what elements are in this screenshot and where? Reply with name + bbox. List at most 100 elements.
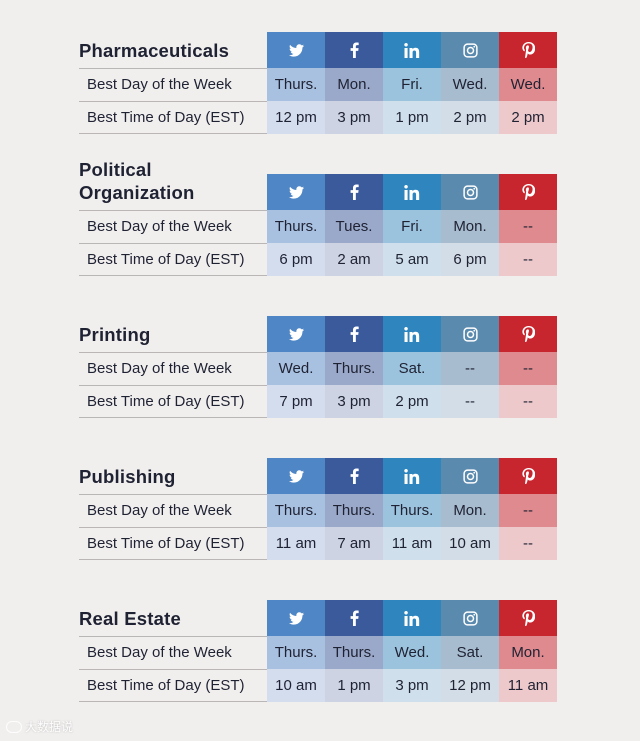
day-cell-facebook: Thurs. xyxy=(325,352,383,385)
instagram-icon xyxy=(441,32,499,68)
time-cell-linkedin: 3 pm xyxy=(383,669,441,702)
section-header-row: Real Estate xyxy=(79,600,559,636)
time-cell-instagram: 6 pm xyxy=(441,243,499,276)
pinterest-icon xyxy=(499,174,557,210)
best-time-row: Best Time of Day (EST) 11 am 7 am 11 am 10 a… xyxy=(79,527,559,560)
facebook-icon xyxy=(325,32,383,68)
day-cell-twitter: Thurs. xyxy=(267,494,325,527)
best-day-row: Best Day of the Week Wed. Thurs. Sat. -- -- xyxy=(79,352,559,385)
twitter-icon xyxy=(267,458,325,494)
day-cell-facebook: Thurs. xyxy=(325,636,383,669)
time-cell-facebook: 3 pm xyxy=(325,101,383,134)
best-time-row: Best Time of Day (EST) 6 pm 2 am 5 am 6 pm -- xyxy=(79,243,559,276)
row-label: Best Time of Day (EST) xyxy=(79,385,267,418)
network-icons-row xyxy=(267,458,557,494)
day-cell-twitter: Wed. xyxy=(267,352,325,385)
time-cell-twitter: 7 pm xyxy=(267,385,325,418)
time-cell-facebook: 2 am xyxy=(325,243,383,276)
row-label: Best Time of Day (EST) xyxy=(79,243,267,276)
day-cell-pinterest: -- xyxy=(499,494,557,527)
best-time-row: Best Time of Day (EST) 10 am 1 pm 3 pm 12 pm… xyxy=(79,669,559,702)
linkedin-icon xyxy=(383,32,441,68)
time-cell-twitter: 11 am xyxy=(267,527,325,560)
row-label: Best Day of the Week xyxy=(79,68,267,101)
twitter-icon xyxy=(267,32,325,68)
day-cell-facebook: Thurs. xyxy=(325,494,383,527)
industry-section: Political Organization Best Day of the We… xyxy=(79,159,559,276)
twitter-icon xyxy=(267,174,325,210)
watermark: 大数据说 xyxy=(6,718,73,735)
time-cell-pinterest: -- xyxy=(499,385,557,418)
section-header-row: Pharmaceuticals xyxy=(79,32,559,68)
best-day-row: Best Day of the Week Thurs. Thurs. Wed. Sat.… xyxy=(79,636,559,669)
row-label: Best Time of Day (EST) xyxy=(79,101,267,134)
watermark-text: 大数据说 xyxy=(25,720,74,734)
day-cell-twitter: Thurs. xyxy=(267,636,325,669)
day-cell-facebook: Mon. xyxy=(325,68,383,101)
time-cell-pinterest: -- xyxy=(499,527,557,560)
linkedin-icon xyxy=(383,458,441,494)
row-label: Best Day of the Week xyxy=(79,352,267,385)
industry-section: Publishing Best Day of the Week Thurs. Thur… xyxy=(79,458,559,560)
facebook-icon xyxy=(325,316,383,352)
time-cell-linkedin: 1 pm xyxy=(383,101,441,134)
industry-section: Printing Best Day of the Week Wed. Thurs. Sa… xyxy=(79,316,559,418)
day-cell-instagram: Mon. xyxy=(441,494,499,527)
day-cell-instagram: -- xyxy=(441,352,499,385)
day-cell-instagram: Wed. xyxy=(441,68,499,101)
time-cell-facebook: 1 pm xyxy=(325,669,383,702)
network-icons-row xyxy=(267,316,557,352)
pinterest-icon xyxy=(499,32,557,68)
day-cell-instagram: Sat. xyxy=(441,636,499,669)
day-cell-pinterest: -- xyxy=(499,352,557,385)
best-day-row: Best Day of the Week Thurs. Thurs. Thurs. Mo… xyxy=(79,494,559,527)
linkedin-icon xyxy=(383,174,441,210)
time-cell-twitter: 6 pm xyxy=(267,243,325,276)
industry-title: Printing xyxy=(79,324,151,345)
linkedin-icon xyxy=(383,600,441,636)
day-cell-pinterest: -- xyxy=(499,210,557,243)
time-cell-facebook: 3 pm xyxy=(325,385,383,418)
time-cell-twitter: 12 pm xyxy=(267,101,325,134)
twitter-icon xyxy=(267,600,325,636)
industry-title: Real Estate xyxy=(79,608,181,629)
time-cell-linkedin: 11 am xyxy=(383,527,441,560)
day-cell-twitter: Thurs. xyxy=(267,210,325,243)
time-cell-instagram: -- xyxy=(441,385,499,418)
time-cell-instagram: 12 pm xyxy=(441,669,499,702)
best-day-row: Best Day of the Week Thurs. Mon. Fri. Wed. We… xyxy=(79,68,559,101)
network-icons-row xyxy=(267,32,557,68)
time-cell-instagram: 2 pm xyxy=(441,101,499,134)
pinterest-icon xyxy=(499,458,557,494)
industry-section: Pharmaceuticals Best Day of the Week Thurs… xyxy=(79,32,559,134)
day-cell-facebook: Tues. xyxy=(325,210,383,243)
industry-title: Political Organization xyxy=(79,159,195,203)
facebook-icon xyxy=(325,174,383,210)
instagram-icon xyxy=(441,316,499,352)
day-cell-linkedin: Fri. xyxy=(383,210,441,243)
section-header-row: Political Organization xyxy=(79,159,559,210)
instagram-icon xyxy=(441,600,499,636)
time-cell-facebook: 7 am xyxy=(325,527,383,560)
day-cell-linkedin: Thurs. xyxy=(383,494,441,527)
day-cell-instagram: Mon. xyxy=(441,210,499,243)
time-cell-twitter: 10 am xyxy=(267,669,325,702)
section-header-row: Printing xyxy=(79,316,559,352)
time-cell-instagram: 10 am xyxy=(441,527,499,560)
best-time-row: Best Time of Day (EST) 12 pm 3 pm 1 pm 2 pm 2… xyxy=(79,101,559,134)
best-day-row: Best Day of the Week Thurs. Tues. Fri. Mon. -… xyxy=(79,210,559,243)
row-label: Best Day of the Week xyxy=(79,494,267,527)
day-cell-linkedin: Wed. xyxy=(383,636,441,669)
instagram-icon xyxy=(441,174,499,210)
day-cell-pinterest: Mon. xyxy=(499,636,557,669)
section-header-row: Publishing xyxy=(79,458,559,494)
pinterest-icon xyxy=(499,600,557,636)
row-label: Best Time of Day (EST) xyxy=(79,669,267,702)
facebook-icon xyxy=(325,600,383,636)
day-cell-linkedin: Fri. xyxy=(383,68,441,101)
network-icons-row xyxy=(267,174,557,210)
time-cell-linkedin: 2 pm xyxy=(383,385,441,418)
industry-title: Publishing xyxy=(79,466,176,487)
best-time-row: Best Time of Day (EST) 7 pm 3 pm 2 pm -- -- xyxy=(79,385,559,418)
time-cell-pinterest: 11 am xyxy=(499,669,557,702)
